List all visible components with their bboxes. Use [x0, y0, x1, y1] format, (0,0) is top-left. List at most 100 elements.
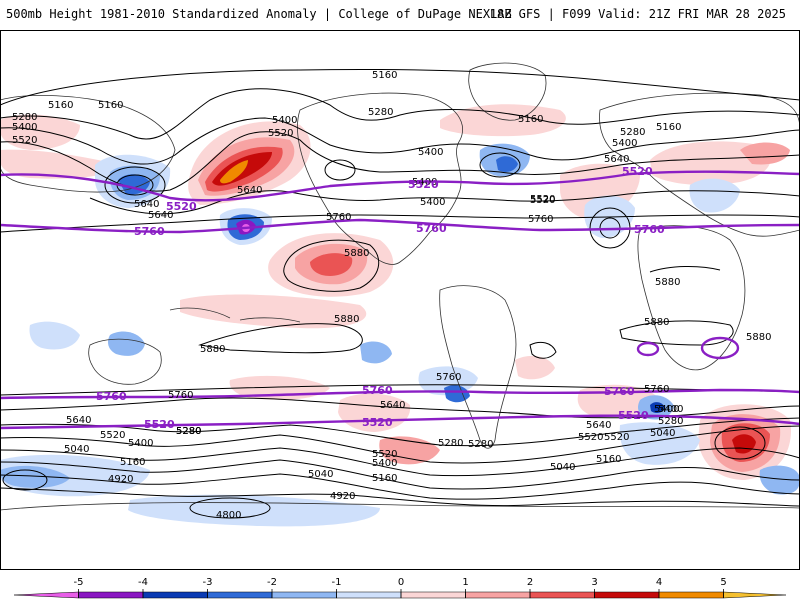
contour-label: 5160 — [518, 114, 543, 125]
contour-label: 5400 — [272, 115, 297, 126]
contour-label: 5160 — [372, 70, 397, 81]
contour-5880-tropics — [198, 323, 363, 354]
contour-5760-north — [0, 214, 800, 233]
contour-label: 5880 — [200, 344, 225, 355]
contour-label: 5880 — [344, 248, 369, 259]
contour-label: 5400 — [658, 404, 683, 415]
colorbar-tick-label: 3 — [591, 577, 597, 588]
anomaly-positive-patch — [740, 142, 790, 165]
continent-australia — [88, 338, 162, 385]
contour-label: 5400 — [12, 122, 37, 133]
contour-label: 5280 — [176, 426, 201, 437]
contour-label: 5400 — [372, 458, 397, 469]
colorbar-swatch — [271, 591, 337, 599]
contour-label: 5400 — [418, 147, 443, 158]
purple-label: 5520 — [166, 200, 197, 213]
continent-north-america — [297, 92, 463, 265]
contour-label: 5640 — [134, 199, 159, 210]
contour-label: 5400 — [420, 197, 445, 208]
purple-label: 5760 — [634, 223, 665, 236]
anomaly-map: 5160 5160 5160 5280 5400 5520 5400 5520 … — [0, 30, 800, 570]
contour-label: 5160 — [596, 454, 621, 465]
contour-label: 5760 — [168, 390, 193, 401]
contour-label: 5520 — [372, 449, 397, 460]
anomaly-negative-patch — [496, 156, 518, 172]
purple-label: 5520 — [618, 409, 649, 422]
colorbar-swatch — [207, 591, 273, 599]
purple-5520-north — [0, 170, 800, 202]
contour-5520-south — [0, 417, 800, 447]
contour-label: 5040 — [308, 469, 333, 480]
colorbar-tick-label: 1 — [462, 577, 468, 588]
colorbar-swatch — [13, 591, 79, 599]
purple-label: 5760 — [416, 222, 447, 235]
purple-label: 5520 — [144, 418, 175, 431]
colorbar-swatch — [142, 591, 208, 599]
purple-label: 5760 — [134, 225, 165, 238]
anomaly-positive-patch — [338, 393, 411, 432]
continent-africa — [637, 225, 746, 371]
purple-5520-south — [0, 414, 800, 430]
colorbar-tick-label: 4 — [656, 577, 662, 588]
contour-label: 5280 — [620, 127, 645, 138]
anomaly-negative-patch — [29, 321, 80, 350]
contour-label: 5640 — [380, 400, 405, 411]
purple-5760-south — [0, 388, 800, 400]
anomaly-negative-patch — [360, 341, 392, 364]
map-title: 500mb Height 1981-2010 Standardized Anom… — [6, 7, 512, 21]
contour-label: 4800 — [216, 510, 241, 521]
contour-label: 4920 — [108, 474, 133, 485]
colorbar-tick-label: -3 — [203, 577, 213, 588]
model-run-info: 18Z GFS | F099 Valid: 21Z FRI MAR 28 202… — [489, 7, 786, 21]
continent-south-america — [439, 285, 517, 449]
contour-5880-sa — [529, 341, 557, 359]
contour-label: 5040 — [550, 462, 575, 473]
contour-label: 5520 — [100, 430, 125, 441]
contour-label: 5280 — [438, 438, 463, 449]
colorbar-tick-label: 5 — [720, 577, 726, 588]
contour-5880-africa — [619, 320, 734, 346]
anomaly-negative-patch — [444, 385, 470, 403]
contour-label: 5400 — [128, 438, 153, 449]
anomaly-negative-patch — [619, 422, 700, 465]
contour-label: 5520 — [530, 195, 555, 206]
purple-closed-contour — [700, 336, 740, 360]
contour-5640-north — [89, 190, 800, 215]
closed-low-4800 — [189, 497, 271, 519]
header-bar: 500mb Height 1981-2010 Standardized Anom… — [0, 0, 800, 30]
colorbar-swatch — [465, 591, 531, 599]
colorbar-ticks: -5 -4 -3 -2 -1 0 1 2 3 4 5 — [74, 577, 727, 598]
contour-label: 5040 — [650, 428, 675, 439]
anomaly-positive-patch — [0, 149, 120, 179]
continent-greenland — [468, 62, 547, 121]
contour-label: 5640 — [66, 415, 91, 426]
contour-label: 5040 — [64, 444, 89, 455]
contour-label: 5760 — [644, 384, 669, 395]
contour-label: 5280 — [12, 112, 37, 123]
contour-label: 5880 — [655, 277, 680, 288]
anomaly-negative-patch — [108, 331, 145, 356]
contour-label: 5880 — [644, 317, 669, 328]
contour-label: 5880 — [746, 332, 771, 343]
colorbar-swatch — [658, 591, 724, 599]
contour-5640-south — [0, 397, 800, 419]
contour-label: 5280 — [176, 426, 201, 437]
coastlines — [0, 62, 800, 511]
colorbar-tick-label: -4 — [138, 577, 148, 588]
colorbar-swatch — [594, 591, 660, 599]
contour-5040-south — [0, 473, 800, 500]
closed-low — [324, 159, 356, 181]
contour-label: 5760 — [436, 372, 461, 383]
anomaly-negative-patch — [759, 465, 800, 495]
colorbar-tick-label: 0 — [398, 577, 404, 588]
contour-label: 5760 — [528, 214, 553, 225]
contour-4920-south — [0, 487, 800, 507]
continent-antarctica — [0, 502, 800, 511]
anomaly-positive-patch — [650, 141, 771, 186]
contour-5280-north — [0, 88, 800, 140]
anomaly-positive-patch — [310, 253, 353, 276]
colorbar-swatch — [336, 591, 402, 599]
closed-low — [104, 166, 166, 204]
contour-label: 5400 — [412, 177, 437, 188]
